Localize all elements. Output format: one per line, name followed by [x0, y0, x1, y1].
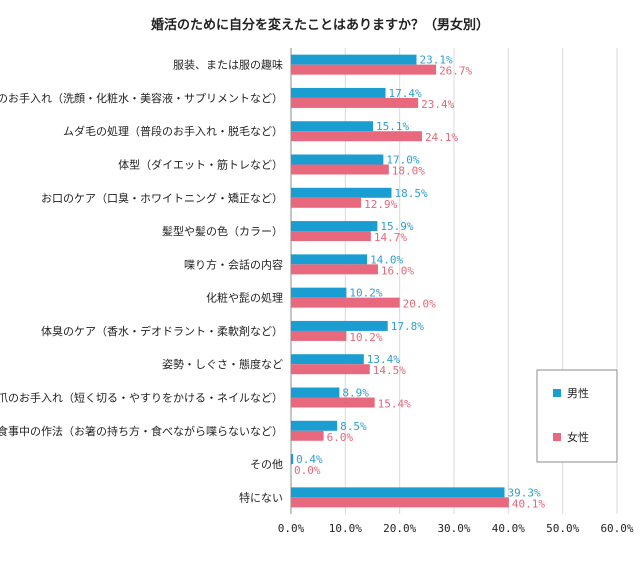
chart-title: 婚活のために自分を変えたことはありますか？（男女別） [150, 18, 489, 33]
bar-male [291, 221, 378, 232]
category-label: 肌のお手入れ（洗顔・化粧水・美容液・サプリメントなど） [0, 91, 283, 105]
value-label-male: 15.9% [380, 220, 413, 233]
value-label-female: 0.0% [294, 464, 321, 477]
category-label: 姿勢・しぐさ・態度など [162, 357, 283, 371]
bar-female [291, 330, 347, 341]
value-label-female: 16.0% [381, 264, 414, 277]
category-label: 化粧や髭の処理 [206, 291, 283, 305]
category-label: 爪のお手入れ（短く切る・やすりをかける・ネイルなど） [0, 391, 283, 405]
value-label-male: 0.4% [296, 453, 323, 466]
category-label: お口のケア（口臭・ホワイトニング・矯正など） [41, 191, 283, 205]
value-label-female: 23.4% [421, 98, 454, 111]
bar-male [291, 187, 392, 198]
legend-label-male: 男性 [567, 386, 589, 400]
x-axis-ticks: 0.0% 10.0% 20.0% 30.0% 40.0% 50.0% 60.0% [278, 522, 634, 535]
legend-swatch-male [553, 389, 561, 397]
value-label-male: 17.8% [391, 320, 424, 333]
bar-female [291, 430, 324, 441]
bar-female [291, 364, 370, 375]
value-label-female: 24.1% [425, 131, 458, 144]
category-label: 服装、または服の趣味 [173, 58, 283, 72]
value-label-female: 12.9% [364, 198, 397, 211]
value-label-male: 8.9% [342, 387, 369, 400]
category-label: 喋り方・会話の内容 [184, 257, 283, 271]
category-label: 髪型や髪の色（カラー） [162, 224, 283, 238]
bar-male [291, 121, 374, 132]
bar-female [291, 297, 400, 308]
legend-swatch-female [553, 433, 561, 441]
category-label: その他 [250, 458, 283, 471]
category-label: 特にない [239, 490, 283, 504]
value-label-male: 23.1% [420, 54, 453, 67]
bar-female [291, 64, 437, 75]
bar-female [291, 264, 378, 275]
bar-female [291, 497, 509, 508]
bar-female [291, 131, 422, 142]
value-label-male: 18.5% [395, 187, 428, 200]
bar-male [291, 254, 368, 265]
category-label: 体臭のケア（香水・デオドラント・柔軟剤など） [41, 324, 283, 338]
value-label-female: 26.7% [439, 65, 472, 78]
legend-label-female: 女性 [567, 430, 589, 444]
value-label-female: 10.2% [349, 331, 382, 344]
bars [291, 54, 509, 508]
bar-male [291, 287, 347, 298]
category-label: ムダ毛の処理（普段のお手入れ・脱毛など） [63, 124, 283, 138]
value-label-female: 6.0% [327, 431, 354, 444]
bar-female [291, 197, 362, 208]
x-tick-label: 0.0% [278, 522, 305, 535]
x-tick-label: 10.0% [329, 522, 362, 535]
value-label-male: 15.1% [376, 120, 409, 133]
value-label-female: 14.7% [374, 231, 407, 244]
bar-female [291, 164, 389, 175]
x-tick-label: 50.0% [546, 522, 579, 535]
x-tick-label: 30.0% [437, 522, 470, 535]
value-label-male: 17.4% [389, 87, 422, 100]
bar-male [291, 487, 505, 498]
value-label-female: 40.1% [512, 497, 545, 510]
bar-male [291, 320, 388, 331]
bar-male [291, 54, 417, 65]
value-label-male: 14.0% [370, 253, 403, 266]
value-label-male: 8.5% [340, 420, 367, 433]
value-label-male: 17.0% [386, 154, 419, 167]
legend-box [536, 369, 618, 463]
value-label-female: 14.5% [373, 364, 406, 377]
bar-male [291, 387, 340, 398]
bar-female [291, 231, 371, 242]
value-label-female: 20.0% [403, 298, 436, 311]
category-label: 体型（ダイエット・筋トレなど） [118, 158, 283, 172]
x-tick-label: 20.0% [383, 522, 416, 535]
x-tick-label: 40.0% [492, 522, 525, 535]
value-label-male: 10.2% [349, 287, 382, 300]
value-label-female: 18.0% [392, 165, 425, 178]
value-label-male: 13.4% [367, 353, 400, 366]
value-labels: 23.1%26.7% 17.4%23.4% 15.1% 24.1% 17.0%18.0%… [294, 54, 545, 511]
bar-female [291, 397, 375, 408]
value-label-female: 15.4% [378, 398, 411, 411]
x-tick-label: 60.0% [600, 522, 633, 535]
bar-female [291, 97, 419, 108]
category-label: 食事中の作法（お箸の持ち方・食べながら喋らないなど） [0, 424, 283, 438]
bar-male [291, 154, 384, 165]
bar-male [291, 420, 338, 431]
bar-male [291, 354, 364, 365]
value-label-male: 39.3% [508, 486, 541, 499]
bar-male [291, 87, 386, 98]
bar-male [291, 454, 294, 465]
